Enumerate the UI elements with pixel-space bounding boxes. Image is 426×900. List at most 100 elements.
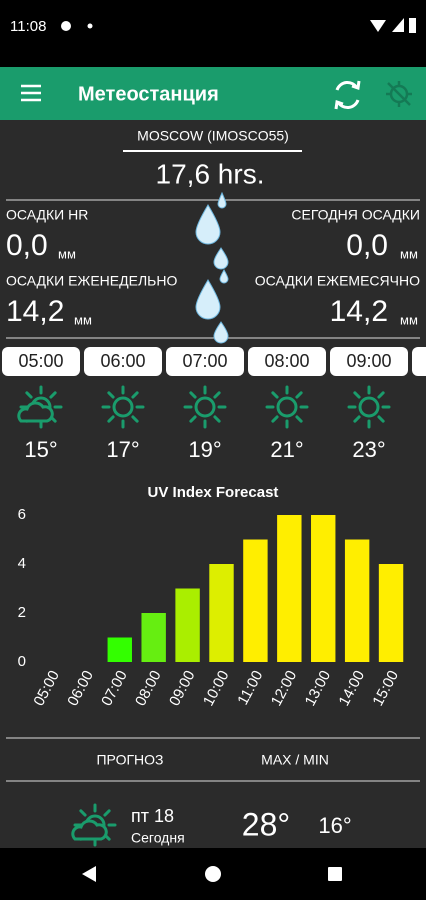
home-button[interactable] — [205, 866, 221, 882]
location-button[interactable] — [386, 81, 412, 107]
bar — [243, 539, 268, 662]
status-bar — [0, 0, 426, 67]
sun-ray — [353, 391, 361, 399]
hour-time: 06:00 — [100, 351, 145, 371]
sun-ray — [107, 415, 115, 423]
sun-ray — [25, 391, 33, 399]
wifi-icon — [370, 20, 386, 32]
hour-temp: 21° — [270, 437, 303, 462]
sun-ray — [107, 391, 115, 399]
settings-icon — [61, 21, 71, 31]
bar — [311, 515, 336, 662]
rain-value: 0,0 — [346, 229, 388, 262]
hour-temp: 19° — [188, 437, 221, 462]
sun-ray — [189, 391, 197, 399]
sun-ray — [213, 415, 221, 423]
hour-time: 09:00 — [346, 351, 391, 371]
sun-ray — [213, 391, 221, 399]
recents-button[interactable] — [328, 867, 342, 881]
status-time: 11:08 — [10, 18, 46, 35]
sun-ray — [49, 391, 57, 399]
signal-icon — [392, 18, 404, 32]
y-tick-label: 6 — [18, 506, 26, 523]
app-bar — [0, 67, 426, 120]
rain-unit: мм — [400, 312, 418, 327]
station-name: MOSCOW (IMOSCO55) — [137, 128, 289, 144]
forecast-max: 28° — [242, 806, 290, 842]
sun-ray — [271, 391, 279, 399]
bar — [107, 637, 132, 662]
hour-pill — [2, 347, 80, 376]
rain-label: СЕГОДНЯ ОСАДКИ — [291, 207, 420, 223]
sun-ray — [131, 415, 139, 423]
rain-value: 14,2 — [330, 295, 388, 328]
forecast-label: Сегодня — [131, 830, 185, 846]
sun-ray — [295, 415, 303, 423]
y-tick-label: 2 — [18, 604, 26, 621]
sun-core — [194, 396, 216, 418]
hour-temp: 15° — [24, 437, 57, 462]
y-tick-label: 0 — [18, 653, 26, 670]
sun-icon — [347, 385, 391, 429]
hour-pill — [84, 347, 162, 376]
rain-value: 14,2 — [6, 295, 64, 328]
forecast-header: ПРОГНОЗ — [96, 752, 163, 768]
bar — [277, 515, 302, 662]
hour-pill — [412, 347, 426, 376]
sun-ray — [131, 391, 139, 399]
hour-temp: 23° — [352, 437, 385, 462]
rain-label: ОСАДКИ HR — [6, 207, 88, 223]
chart-title: UV Index Forecast — [148, 484, 279, 501]
bar — [175, 588, 200, 662]
bar — [378, 564, 404, 662]
rain-unit: мм — [74, 312, 92, 327]
sun-icon — [101, 385, 145, 429]
cloud-sun-icon — [17, 385, 63, 429]
back-button[interactable] — [82, 866, 96, 882]
forecast-day: пт 18 — [131, 806, 174, 826]
sun-ray — [377, 391, 385, 399]
menu-button[interactable] — [21, 84, 41, 102]
hour-time: 07:00 — [182, 351, 227, 371]
drops — [195, 191, 229, 344]
sun-icon — [183, 385, 227, 429]
sun-ray — [79, 809, 87, 817]
rain-unit: мм — [400, 246, 418, 261]
sun-ray — [189, 415, 197, 423]
bar — [209, 564, 234, 662]
sun-ray — [377, 415, 385, 423]
sun-icon — [265, 385, 309, 429]
hour-time: 05:00 — [18, 351, 63, 371]
y-tick-label: 4 — [18, 555, 26, 572]
sun-ray — [103, 809, 111, 817]
rain-label: ОСАДКИ ЕЖЕНЕДЕЛЬНО — [6, 273, 177, 289]
bar — [141, 613, 166, 662]
sun-core — [276, 396, 298, 418]
hour-time: 08:00 — [264, 351, 309, 371]
refresh-button[interactable] — [334, 80, 361, 110]
rain-unit: мм — [58, 246, 76, 261]
dot-icon — [87, 23, 93, 29]
forecast-min: 16° — [318, 813, 351, 838]
forecast-header: MAX / MIN — [261, 752, 329, 768]
battery-icon — [409, 18, 416, 33]
sun-ray — [353, 415, 361, 423]
sun-ray — [271, 415, 279, 423]
bar — [344, 539, 370, 662]
hour-temp: 17° — [106, 437, 139, 462]
sun-core — [358, 396, 380, 418]
rain-value: 0,0 — [6, 229, 48, 262]
hour-pill — [330, 347, 408, 376]
rain-label: ОСАДКИ ЕЖЕМЕСЯЧНО — [255, 273, 420, 289]
cloud-sun-icon — [71, 803, 117, 847]
sun-ray — [295, 391, 303, 399]
app-title: Метеостанция — [78, 83, 219, 105]
cloud — [71, 819, 108, 841]
hour-pill — [166, 347, 244, 376]
cloud — [17, 401, 54, 423]
sun-core — [112, 396, 134, 418]
hour-pill — [248, 347, 326, 376]
station-hours: 17,6 hrs. — [156, 158, 265, 189]
